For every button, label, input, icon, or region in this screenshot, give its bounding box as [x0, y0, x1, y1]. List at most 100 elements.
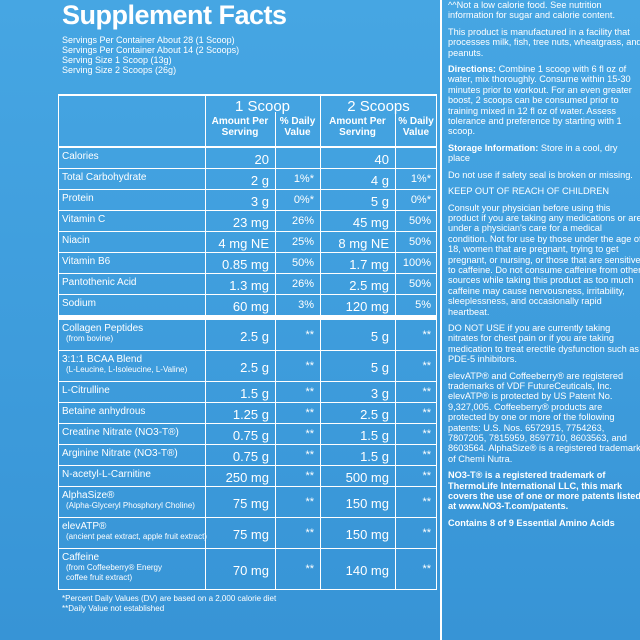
rule: [436, 94, 437, 590]
title: Supplement Facts: [62, 0, 287, 30]
daily-value: 5%: [415, 298, 431, 311]
amount: 1.5 g: [240, 385, 269, 401]
paragraph: Contains 8 of 9 Essential Amino Acids: [448, 518, 640, 528]
paragraph: Consult your physician before using this…: [448, 203, 640, 317]
amount: 4 mg NE: [218, 235, 269, 251]
row-name: Arginine Nitrate (NO3-T®): [62, 448, 178, 459]
paragraph: Storage Information: Store in a cool, dr…: [448, 143, 640, 164]
amount: 75 mg: [232, 526, 269, 542]
paragraph-lead: Contains 8 of 9 Essential Amino Acids: [448, 517, 615, 528]
amount: 150 mg: [345, 526, 389, 542]
daily-value: **: [305, 385, 314, 398]
serving-info: Serving Size 2 Scoops (26g): [62, 65, 177, 75]
amount: 1.5 g: [360, 448, 389, 464]
rule: [58, 465, 437, 466]
row-name: Collagen Peptides: [62, 323, 144, 334]
amount: 70 mg: [232, 562, 269, 578]
footnote: *Percent Daily Values (DV) are based on …: [62, 594, 277, 603]
daily-value: 26%: [291, 277, 314, 290]
rule: [205, 96, 206, 590]
amount: 120 mg: [345, 298, 389, 314]
daily-value: 0%*: [293, 193, 314, 206]
daily-value: **: [422, 406, 431, 419]
paragraph-text: elevATP® and Coffeeberry® are registered…: [448, 370, 640, 464]
daily-value: **: [305, 495, 314, 508]
rule: [58, 381, 437, 382]
paragraph: Directions: Combine 1 scoop with 6 fl oz…: [448, 64, 640, 137]
daily-value: **: [422, 526, 431, 539]
row-name: Sodium: [62, 298, 96, 309]
amount: 75 mg: [232, 495, 269, 511]
daily-value: **: [422, 427, 431, 440]
rule: [58, 231, 437, 232]
rule: [58, 517, 437, 518]
rule: [58, 589, 437, 590]
row-sub: (ancient peat extract, apple fruit extra…: [66, 532, 207, 541]
amount: 150 mg: [345, 495, 389, 511]
amount: 2.5 g: [240, 328, 269, 344]
paragraph-lead: Directions:: [448, 64, 496, 75]
paragraph-text: Store in a cool, dry place: [448, 142, 618, 164]
daily-value: 1%*: [410, 172, 431, 185]
daily-value: 100%: [402, 256, 431, 269]
amount: 5 g: [370, 193, 389, 209]
paragraph-text: Do not use if safety seal is broken or m…: [448, 169, 633, 180]
daily-value: **: [305, 328, 314, 341]
column-dv: % Daily Value: [279, 116, 316, 138]
daily-value: **: [305, 562, 314, 575]
column-title: 2 Scoops: [347, 98, 410, 115]
rule: [58, 146, 437, 148]
row-name: Vitamin B6: [62, 256, 111, 267]
daily-value: **: [305, 359, 314, 372]
daily-value: 50%: [291, 256, 314, 269]
amount: 0.75 g: [232, 448, 269, 464]
row-name: Niacin: [62, 235, 90, 246]
paragraph-text: ^^Not a low calorie food. See nutrition …: [448, 0, 615, 21]
daily-value: 26%: [291, 214, 314, 227]
rule: [320, 96, 321, 590]
paragraph-text: Consult your physician before using this…: [448, 202, 640, 317]
daily-value: **: [422, 495, 431, 508]
rule: [58, 444, 437, 445]
rule: [58, 316, 437, 320]
paragraph: DO NOT USE if you are currently taking n…: [448, 323, 640, 365]
paragraph-text: Combine 1 scoop with 6 fl oz of water, m…: [448, 64, 632, 137]
amount: 1.5 g: [360, 427, 389, 443]
rule: [58, 273, 437, 274]
paragraph-lead: Storage Information:: [448, 142, 539, 153]
rule: [58, 486, 437, 487]
row-name: AlphaSize®: [62, 490, 115, 501]
rule: [58, 94, 437, 96]
column-title: 1 Scoop: [234, 98, 291, 115]
daily-value: 0%*: [410, 193, 431, 206]
amount: 5 g: [370, 359, 389, 375]
daily-value: **: [422, 562, 431, 575]
row-name: Protein: [62, 193, 94, 204]
row-sub: (from Coffeeberry® Energy: [66, 563, 163, 572]
row-name: N-acetyl-L-Carnitine: [62, 469, 151, 480]
row-name: elevATP®: [62, 521, 107, 532]
amount: 20: [254, 151, 269, 167]
paragraph: ^^Not a low calorie food. See nutrition …: [448, 0, 640, 21]
row-sub: (from bovine): [66, 334, 114, 343]
daily-value: **: [422, 328, 431, 341]
serving-info: Serving Size 1 Scoop (13g): [62, 55, 172, 65]
rule: [395, 112, 396, 590]
amount: 2.5 g: [240, 359, 269, 375]
row-name: Calories: [62, 151, 99, 162]
paragraph-text: KEEP OUT OF REACH OF CHILDREN: [448, 186, 609, 197]
daily-value: **: [305, 526, 314, 539]
daily-value: **: [422, 448, 431, 461]
row-name: Betaine anhydrous: [62, 406, 146, 417]
amount: 0.75 g: [232, 427, 269, 443]
amount: 0.85 mg: [222, 256, 269, 272]
column-amount: Amount Per Serving: [329, 116, 386, 138]
amount: 500 mg: [345, 469, 389, 485]
paragraph: KEEP OUT OF REACH OF CHILDREN: [448, 186, 640, 196]
amount: 4 g: [370, 172, 389, 188]
serving-info: Servings Per Container About 28 (1 Scoop…: [62, 35, 235, 45]
amount: 8 mg NE: [338, 235, 389, 251]
column-amount: Amount Per Serving: [211, 116, 269, 138]
row-name: Creatine Nitrate (NO3-T®): [62, 427, 179, 438]
